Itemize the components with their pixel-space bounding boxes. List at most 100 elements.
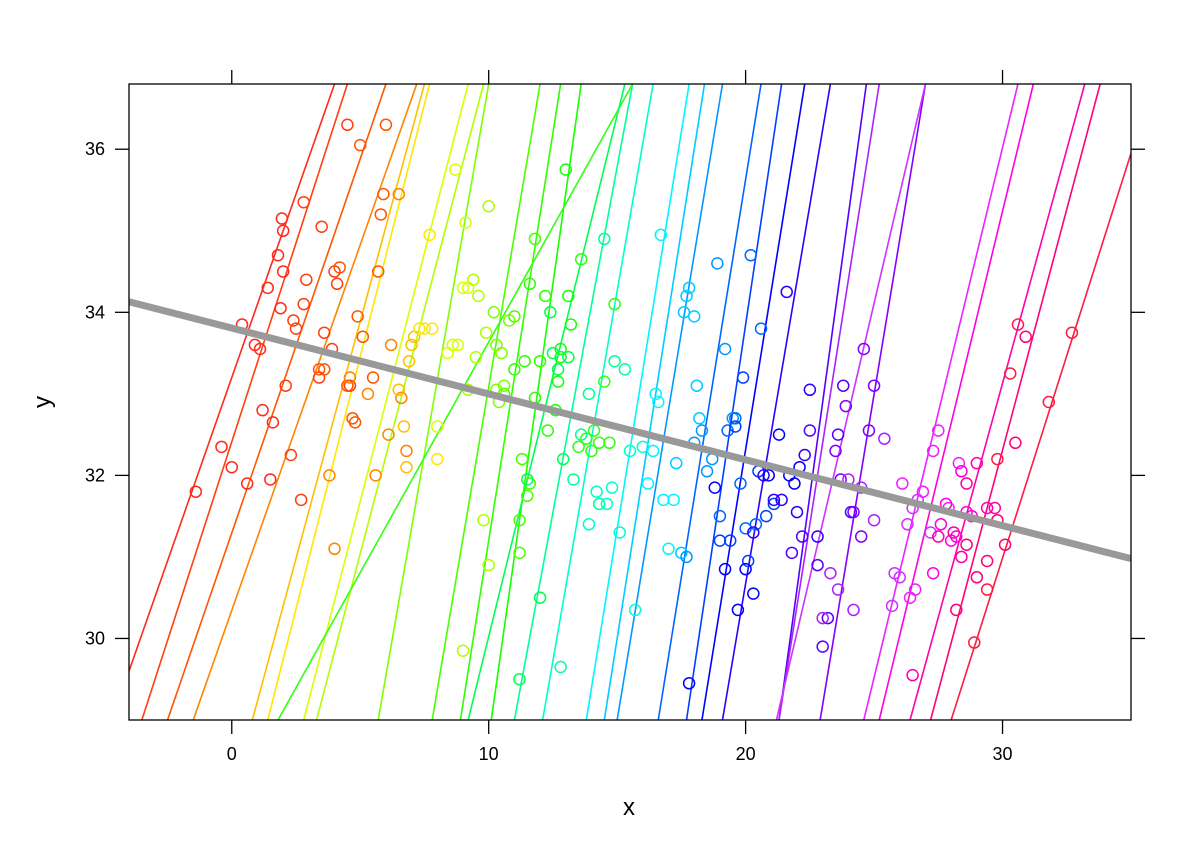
point-g1-16: [276, 224, 290, 238]
point-g30-5: [960, 477, 973, 490]
group-line-10: [431, 84, 541, 720]
point-g1-13: [274, 301, 287, 315]
point-g11-1: [508, 363, 521, 376]
point-g6-5: [431, 452, 444, 466]
point-g24-8: [836, 379, 850, 392]
point-g32-5: [1011, 318, 1025, 331]
point-g26-7: [867, 513, 881, 527]
point-g30-8: [988, 501, 1002, 515]
point-g30-4: [955, 550, 968, 564]
point-g3-2: [318, 363, 331, 376]
point-g17-4: [652, 395, 665, 409]
point-g30-6: [970, 456, 984, 470]
point-g13-6: [592, 436, 606, 450]
point-g16-1: [582, 518, 596, 531]
overall-trend-line: [129, 298, 1131, 562]
point-g18-3: [677, 306, 691, 319]
point-g4-2: [328, 542, 341, 556]
point-g27-7: [924, 526, 937, 539]
group-line-2: [141, 84, 349, 720]
point-g11-3: [523, 277, 537, 291]
point-g16-5: [613, 526, 626, 539]
group-fit-lines: [129, 84, 1131, 720]
point-g2-4: [289, 322, 303, 335]
point-g25-6: [857, 342, 871, 356]
point-g28-3: [908, 583, 922, 596]
point-g32-6: [1042, 395, 1056, 409]
point-g6-4: [425, 322, 439, 335]
point-g25-7: [862, 424, 876, 437]
point-g1-5: [240, 477, 254, 490]
point-g21-2: [723, 534, 737, 547]
point-g4-7: [384, 338, 398, 352]
point-g3-14: [379, 118, 393, 132]
point-g1-12: [271, 248, 285, 262]
point-g14-2: [520, 473, 534, 486]
point-g17-8: [667, 493, 680, 507]
x-tick-label-30: 30: [993, 744, 1013, 764]
group-line-1: [129, 84, 336, 672]
group-line-12: [490, 84, 582, 720]
group-line-23: [721, 84, 832, 720]
point-g1-9: [261, 281, 274, 295]
point-g1-7: [253, 342, 267, 356]
point-g20-1: [713, 509, 727, 523]
point-g2-3: [287, 314, 300, 327]
point-g27-4: [901, 518, 914, 531]
point-g14-6: [551, 363, 565, 376]
point-g21-8: [767, 497, 781, 511]
point-g2-5: [294, 493, 308, 507]
group-line-32: [950, 153, 1131, 720]
point-g15-4: [582, 387, 596, 401]
point-g5-5: [405, 338, 418, 352]
point-g21-1: [713, 534, 727, 547]
point-g19-4: [700, 465, 714, 478]
point-g20-2: [721, 424, 734, 437]
point-g24-2: [795, 530, 809, 543]
point-g2-6: [297, 297, 310, 311]
point-g17-2: [646, 444, 660, 458]
point-g32-3: [991, 452, 1004, 466]
point-g21-7: [759, 509, 773, 523]
point-g10-6: [520, 489, 534, 503]
point-g26-2: [824, 566, 837, 580]
point-g16-2: [590, 485, 603, 498]
point-g6-1: [413, 322, 426, 335]
point-g16-6: [623, 444, 637, 458]
point-g4-4: [361, 387, 375, 401]
point-g11-7: [541, 424, 555, 437]
point-g31-7: [1009, 436, 1022, 450]
point-g23-7: [798, 448, 811, 462]
point-g15-1: [554, 660, 567, 674]
point-g2-15: [341, 118, 354, 132]
point-g8-9: [482, 200, 495, 213]
point-g32-1: [968, 636, 981, 649]
point-g5-3: [400, 460, 413, 474]
y-tick-label-30: 30: [85, 628, 105, 648]
y-axis-label: y: [29, 396, 56, 408]
point-g10-5: [515, 452, 529, 466]
point-g1-10: [264, 473, 277, 486]
point-g26-3: [831, 583, 845, 596]
point-g15-8: [618, 363, 632, 376]
point-g28-8: [952, 456, 966, 470]
point-g13-8: [603, 436, 616, 450]
point-g17-5: [654, 228, 668, 242]
point-g3-11: [371, 265, 385, 278]
point-g27-1: [885, 599, 899, 613]
point-g15-3: [574, 428, 588, 441]
group-line-22: [701, 84, 806, 720]
point-g28-4: [916, 485, 930, 498]
point-g23-5: [780, 285, 793, 299]
overall-fit-line: [129, 298, 1131, 562]
point-g7-6: [456, 281, 470, 295]
point-g31-6: [998, 538, 1012, 551]
x-tick-label-10: 10: [479, 744, 499, 764]
point-g16-7: [628, 603, 642, 617]
point-g1-14: [275, 212, 289, 225]
point-g14-7: [556, 452, 570, 466]
group-line-7: [302, 84, 469, 720]
point-g13-5: [587, 424, 601, 437]
group-line-9: [377, 84, 490, 720]
